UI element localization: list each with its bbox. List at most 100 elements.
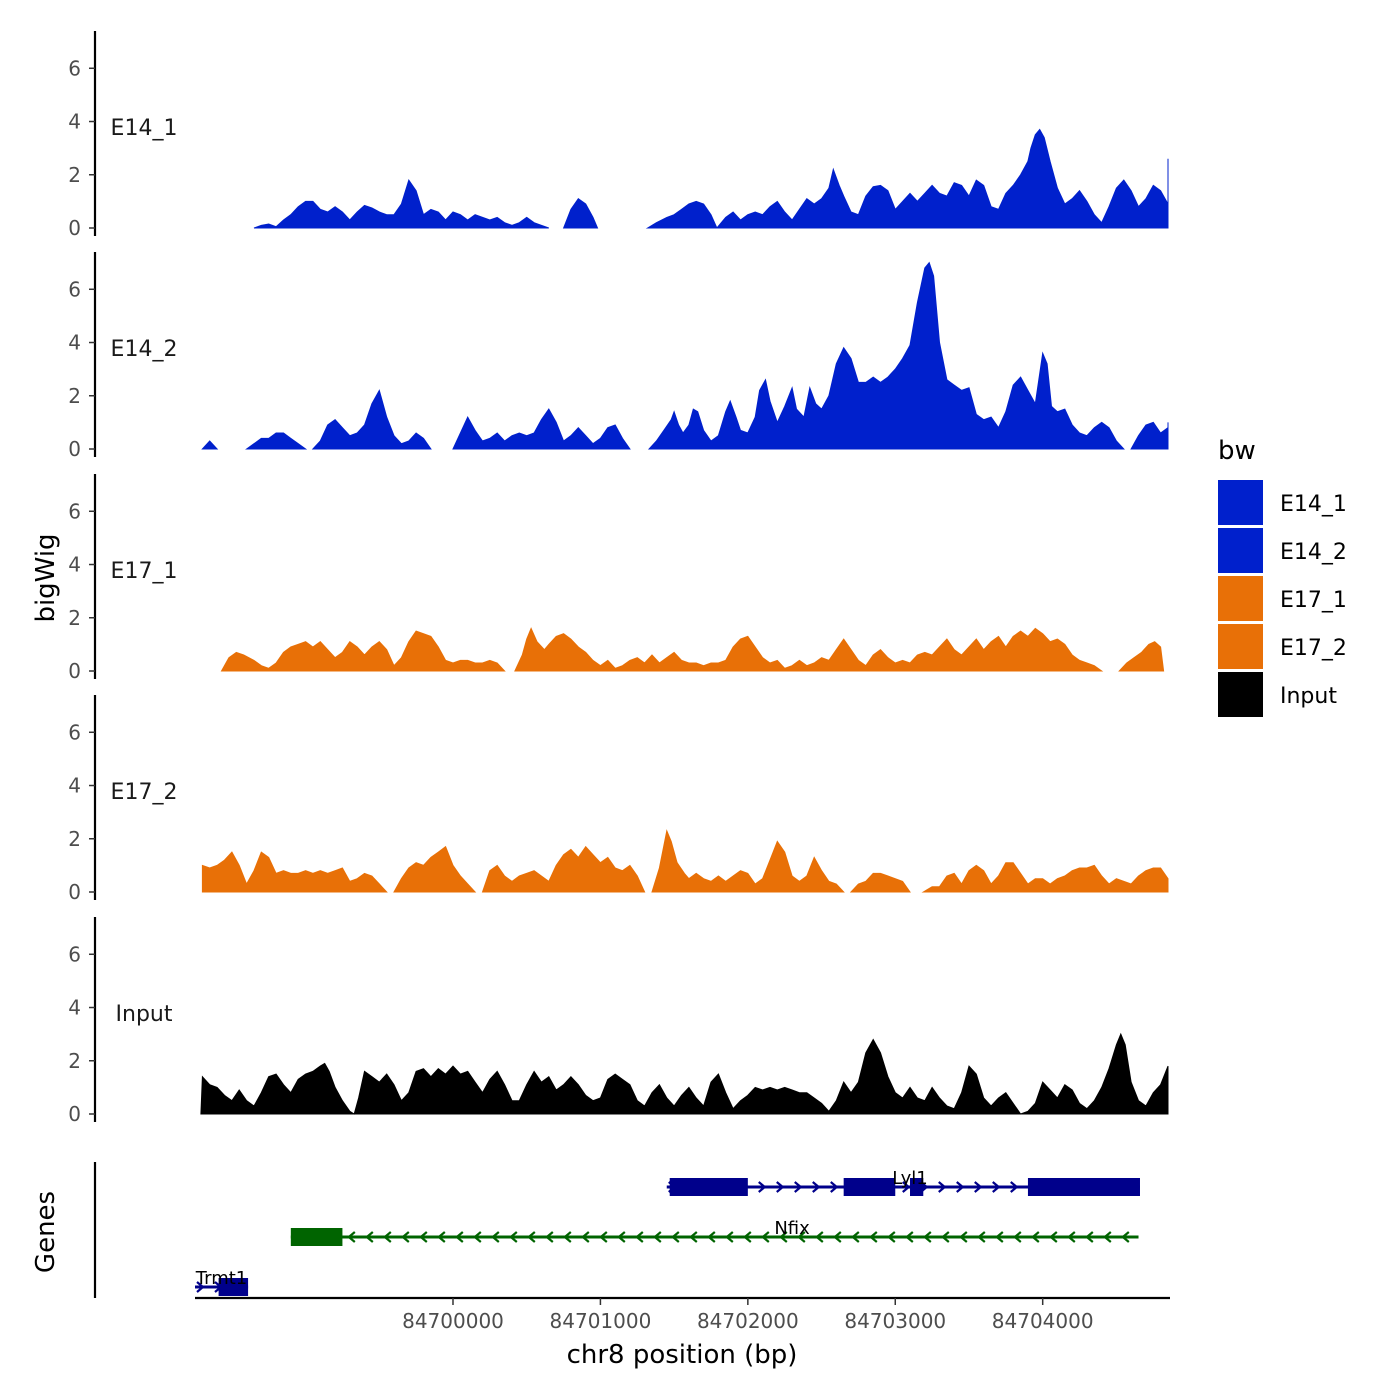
- track-e17_2: 0 2 4 6 E17_2: [68, 695, 1169, 904]
- strand-chevron: [797, 1231, 806, 1243]
- strand-chevron: [902, 1181, 911, 1193]
- y-tick-label: 0: [68, 1102, 81, 1126]
- strand-chevron: [1085, 1231, 1094, 1243]
- area-segment: [220, 630, 506, 672]
- x-tick-label: 84701000: [550, 1309, 652, 1333]
- genes-panel: Lyl1 Nfix Trmt1: [93, 1162, 1140, 1298]
- strand-chevron: [794, 1181, 803, 1193]
- strand-chevron: [581, 1231, 590, 1243]
- strand-chevron: [419, 1231, 428, 1243]
- legend-key-input: [1218, 672, 1263, 717]
- strand-chevron: [1049, 1231, 1058, 1243]
- strand-chevron: [956, 1181, 965, 1193]
- strand-chevron: [635, 1231, 644, 1243]
- strand-chevron: [1031, 1231, 1040, 1243]
- gene-exon: [843, 1178, 896, 1196]
- strand-chevron: [473, 1231, 482, 1243]
- gene-exon: [910, 1178, 924, 1196]
- area-segment: [452, 408, 631, 450]
- track-label: E17_1: [111, 559, 178, 584]
- gene-trmt1: Trmt1: [195, 1268, 249, 1296]
- strand-chevron: [995, 1231, 1004, 1243]
- strand-chevron: [707, 1231, 716, 1243]
- y-tick-label: 4: [68, 553, 81, 577]
- strand-chevron: [974, 1181, 983, 1193]
- strand-chevron: [776, 1181, 785, 1193]
- x-tick-label: 84702000: [697, 1309, 799, 1333]
- strand-chevron: [815, 1231, 824, 1243]
- y-tick-label: 6: [68, 942, 81, 966]
- strand-chevron: [599, 1231, 608, 1243]
- y-tick-label: 2: [68, 1049, 81, 1073]
- strand-chevron: [743, 1231, 752, 1243]
- y-tick-label: 0: [68, 437, 81, 461]
- gene-label: Nfix: [774, 1218, 810, 1239]
- strand-chevron: [905, 1231, 914, 1243]
- track-label: Input: [116, 1002, 173, 1027]
- y-tick-label: 2: [68, 163, 81, 187]
- gene-exon: [218, 1278, 249, 1296]
- legend-key-e17_2: [1218, 624, 1263, 669]
- area-segment: [562, 197, 599, 229]
- legend-label: E14_1: [1280, 492, 1347, 517]
- y-tick-label: 0: [68, 880, 81, 904]
- legend-key-e17_1: [1218, 576, 1263, 621]
- legend-label: E17_1: [1280, 588, 1347, 613]
- area-segment: [200, 1032, 1169, 1115]
- strand-chevron: [347, 1231, 356, 1243]
- area-segment: [514, 627, 1104, 672]
- strand-chevron: [383, 1231, 392, 1243]
- x-tick-label: 84700000: [402, 1309, 504, 1333]
- area-segment: [201, 440, 219, 450]
- area-segment: [481, 845, 646, 893]
- track-e14_2: 0 2 4 6 E14_2: [68, 252, 1169, 461]
- strand-chevron: [196, 1281, 205, 1293]
- legend-label: E14_2: [1280, 540, 1347, 565]
- gene-lyl1: Lyl1: [666, 1168, 1140, 1196]
- area-segment: [311, 389, 432, 450]
- strand-chevron: [923, 1231, 932, 1243]
- legend-key-e14_1: [1218, 480, 1263, 525]
- strand-chevron: [830, 1181, 839, 1193]
- strand-chevron: [1121, 1231, 1130, 1243]
- strand-chevron: [509, 1231, 518, 1243]
- area-segment: [715, 128, 1169, 229]
- strand-chevron: [851, 1231, 860, 1243]
- track-label: E14_1: [111, 116, 178, 141]
- strand-chevron: [977, 1231, 986, 1243]
- strand-chevron: [1013, 1231, 1022, 1243]
- strand-chevron: [1067, 1231, 1076, 1243]
- strand-chevron: [941, 1231, 950, 1243]
- gene-exon: [669, 1178, 748, 1196]
- strand-chevron: [725, 1231, 734, 1243]
- y-tick-label: 4: [68, 774, 81, 798]
- legend: bw E14_1 E14_2 E17_1 E17_2 Input: [1218, 436, 1347, 717]
- strand-chevron: [833, 1231, 842, 1243]
- area-segment: [245, 432, 308, 450]
- strand-chevron: [959, 1231, 968, 1243]
- signal-tracks: 0 2 4 6 E14_1 0 2 4 6 E14_2 0 2 4 6 E17_1 0 2 4 6 E17_2 0 2 4 6…: [68, 31, 1169, 1126]
- x-tick-label: 84704000: [992, 1309, 1094, 1333]
- y-tick-label: 2: [68, 606, 81, 630]
- strand-chevron: [938, 1181, 947, 1193]
- strand-chevron: [887, 1231, 896, 1243]
- strand-chevron: [1010, 1181, 1019, 1193]
- gene-label: Lyl1: [892, 1168, 927, 1189]
- area-segment: [921, 862, 1169, 893]
- track-e14_1: 0 2 4 6 E14_1: [68, 31, 1169, 240]
- area-segment: [647, 261, 1125, 450]
- legend-label: E17_2: [1280, 636, 1347, 661]
- strand-chevron: [761, 1231, 770, 1243]
- strand-chevron: [455, 1231, 464, 1243]
- x-axis-title: chr8 position (bp): [567, 1340, 798, 1370]
- y-tick-label: 6: [68, 499, 81, 523]
- y-tick-label: 4: [68, 110, 81, 134]
- track-e17_1: 0 2 4 6 E17_1: [68, 474, 1165, 683]
- strand-chevron: [671, 1231, 680, 1243]
- y-tick-label: 6: [68, 720, 81, 744]
- strand-chevron: [812, 1181, 821, 1193]
- y-tick-label: 4: [68, 996, 81, 1020]
- strand-chevron: [491, 1231, 500, 1243]
- strand-chevron: [437, 1231, 446, 1243]
- gene-nfix: Nfix: [290, 1218, 1139, 1246]
